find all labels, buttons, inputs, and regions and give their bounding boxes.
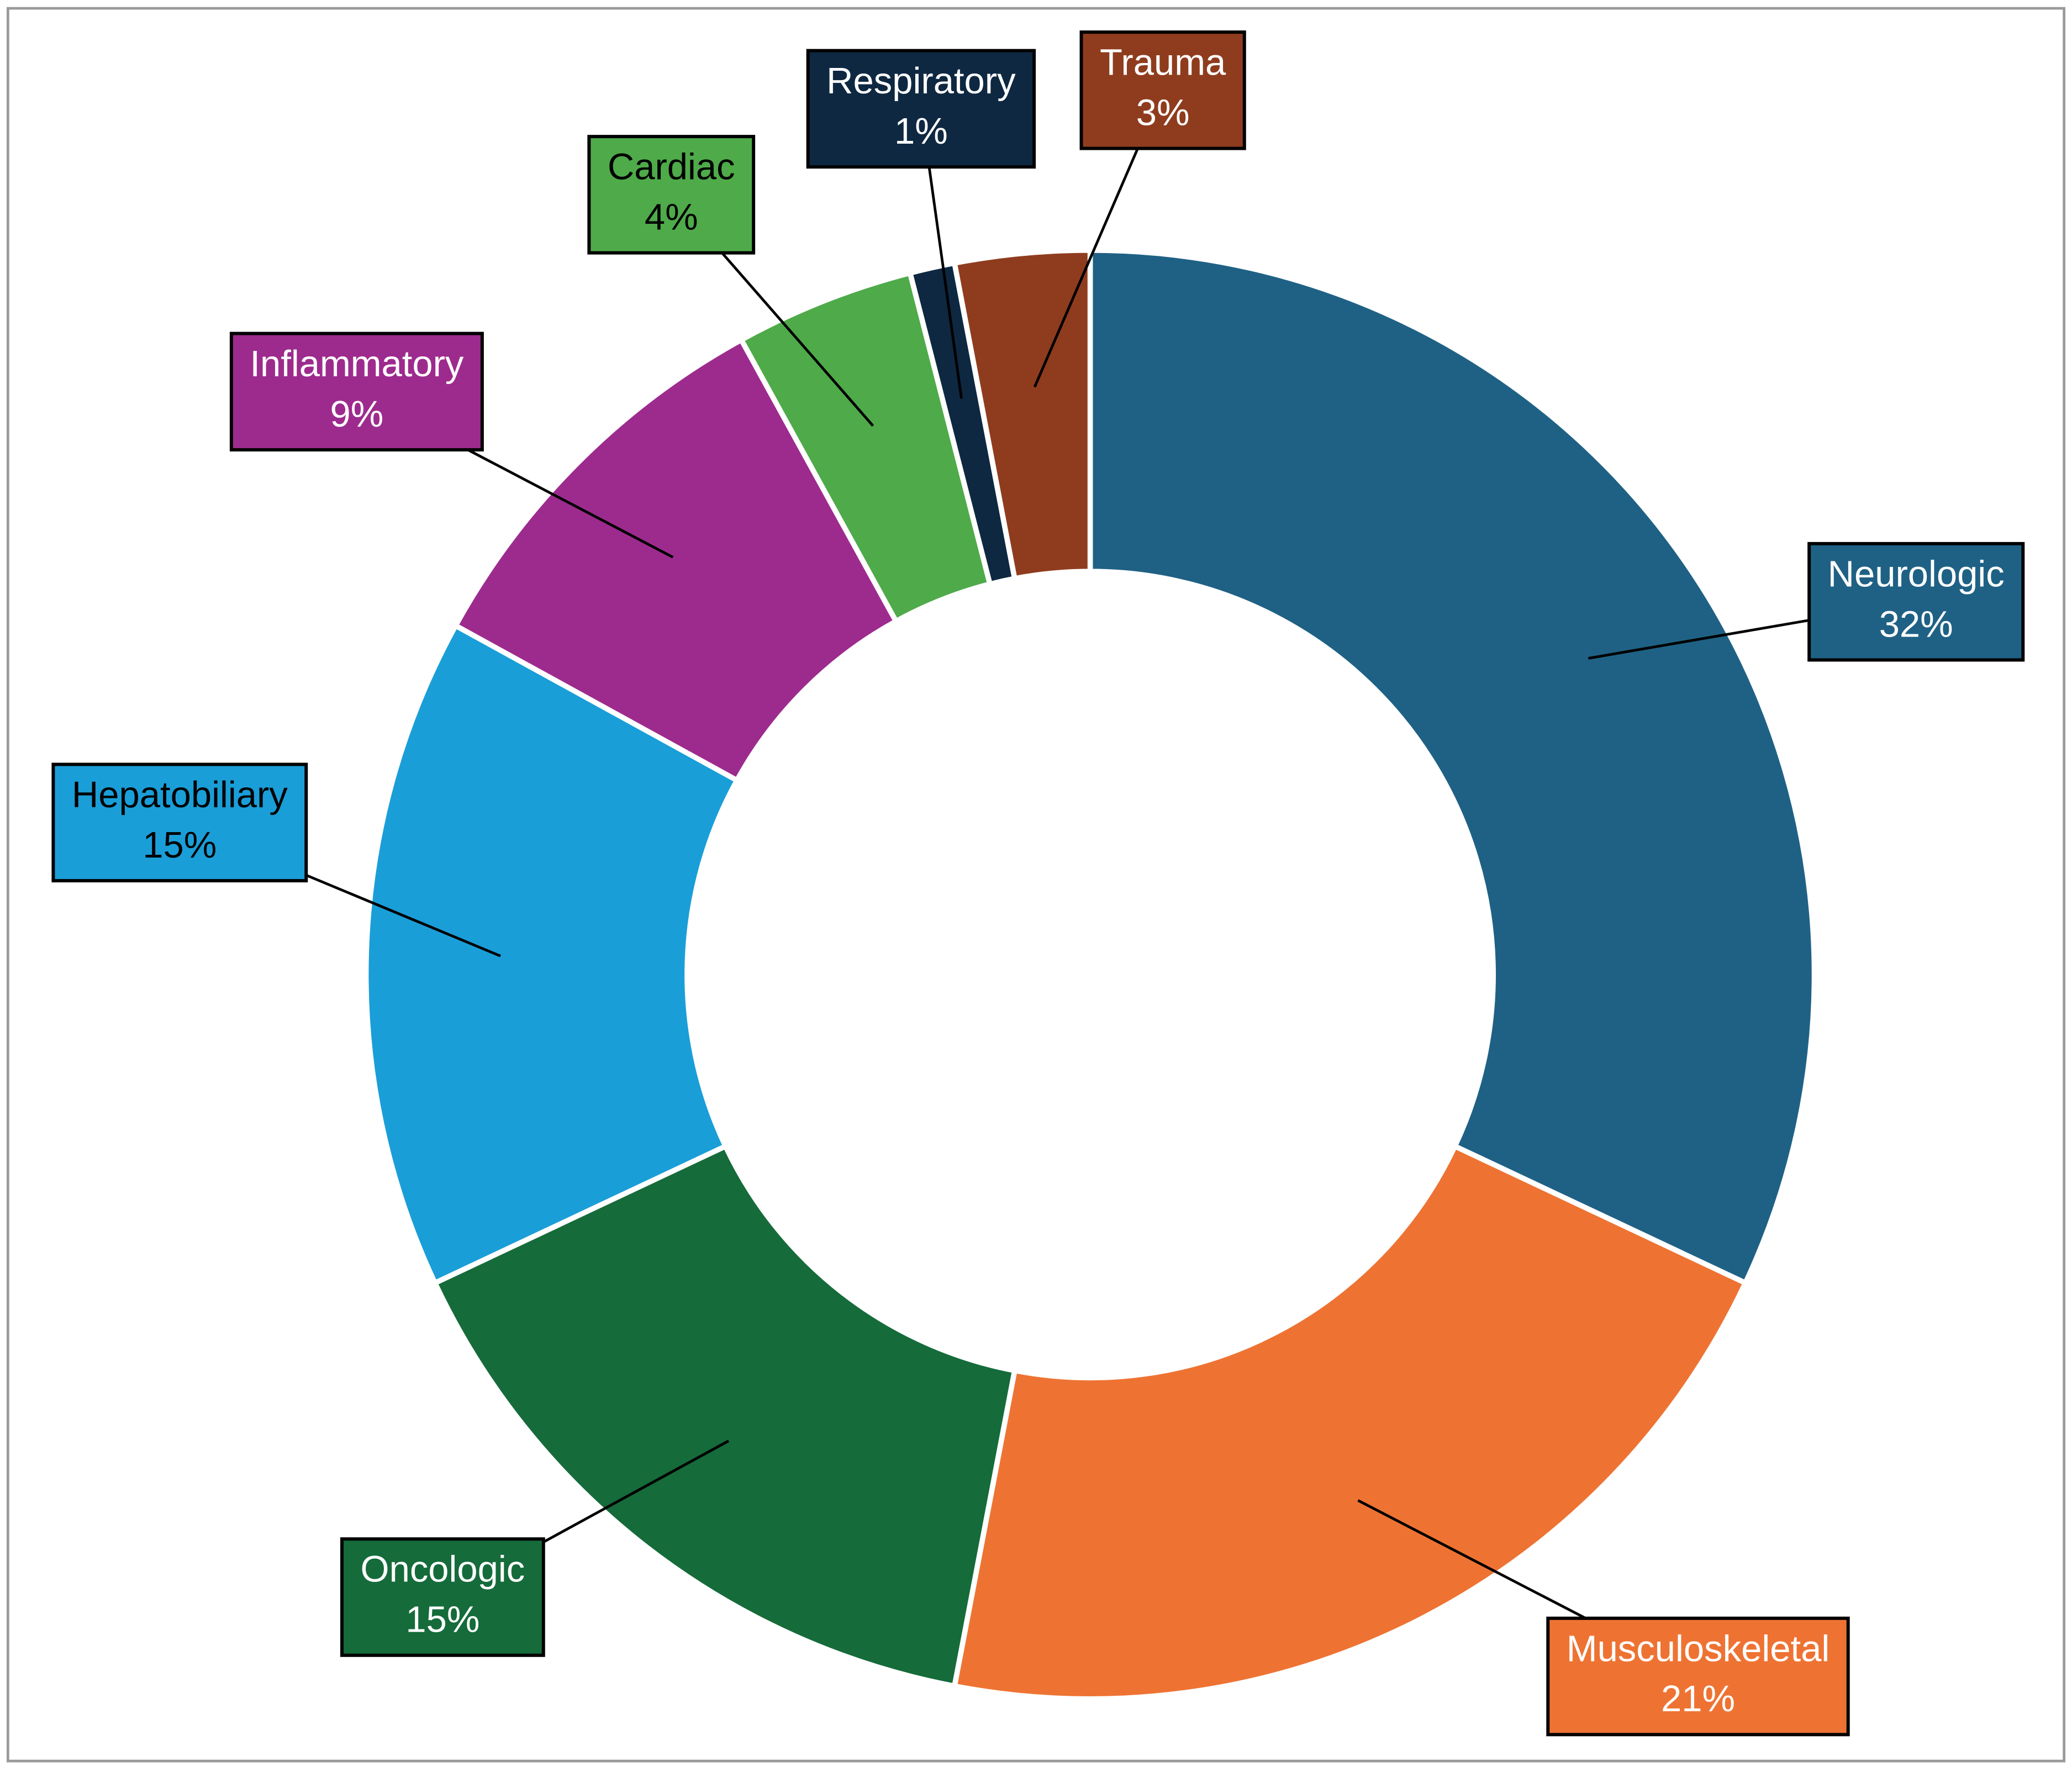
label-box: [1546, 1616, 1850, 1737]
data-label: Neurologic 32%: [1807, 541, 2025, 662]
donut-segment: [431, 1143, 1018, 1690]
data-label: Respiratory 1%: [806, 49, 1036, 169]
data-label: Inflammatory 9%: [229, 332, 484, 452]
donut-segment: [452, 336, 900, 784]
value-label: 21%: [1661, 1678, 1735, 1720]
value-label: 15%: [143, 824, 217, 866]
value-label: 1%: [894, 111, 948, 152]
donut-segment: [363, 622, 741, 1287]
value-label: 3%: [1136, 92, 1190, 134]
donut-segment: [951, 248, 1093, 582]
value-label: 4%: [645, 197, 698, 238]
label-box: [587, 135, 756, 255]
category-label: Oncologic: [360, 1549, 525, 1590]
label-box: [51, 763, 308, 882]
value-label: 15%: [405, 1599, 479, 1640]
category-label: Hepatobiliary: [72, 774, 288, 816]
data-label: Oncologic 15%: [340, 1537, 545, 1657]
data-label: Hepatobiliary 15%: [51, 763, 308, 882]
data-label: Musculoskeletal 21%: [1546, 1616, 1850, 1737]
category-label: Musculoskeletal: [1567, 1628, 1830, 1669]
label-box: [340, 1537, 545, 1657]
label-box: [229, 332, 484, 452]
category-label: Cardiac: [608, 146, 735, 188]
category-label: Respiratory: [826, 60, 1016, 102]
value-label: 9%: [330, 393, 384, 435]
label-box: [1079, 30, 1246, 150]
donut-segment: [1087, 248, 1817, 1287]
category-label: Trauma: [1100, 42, 1226, 83]
data-label: Cardiac 4%: [587, 135, 756, 255]
value-label: 32%: [1879, 603, 1953, 645]
category-label: Inflammatory: [250, 343, 464, 385]
donut-segment: [951, 1143, 1749, 1702]
label-box: [1807, 541, 2025, 662]
category-label: Neurologic: [1828, 553, 2005, 595]
data-label: Trauma 3%: [1079, 30, 1246, 150]
label-box: [806, 49, 1036, 169]
